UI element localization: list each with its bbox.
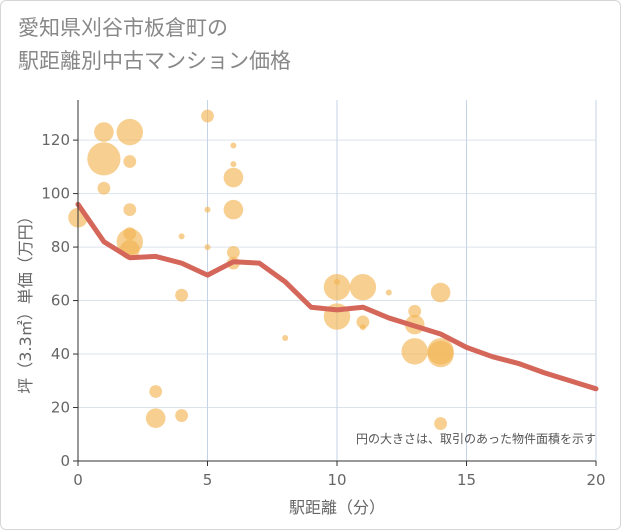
bubble-point	[116, 118, 143, 146]
grid-lines	[78, 100, 597, 461]
bubble-point	[145, 408, 166, 429]
chart-title-line1: 愛知県刈谷市板倉町の	[18, 16, 228, 40]
y-tick-label: 0	[60, 452, 70, 470]
x-tick-label: 10	[327, 471, 346, 489]
bubble-point	[349, 273, 377, 301]
y-tick-label: 120	[41, 131, 70, 149]
bubble-series	[68, 109, 454, 430]
bubble-point	[123, 155, 137, 168]
bubble-point	[230, 161, 237, 168]
bubble-point	[430, 282, 451, 303]
y-tick-label: 40	[51, 345, 70, 363]
chart-title-line2: 駅距離別中古マンション価格	[18, 49, 291, 73]
bubble-point	[223, 167, 244, 188]
bubble-point	[204, 244, 211, 251]
bubble-point	[401, 338, 428, 365]
trend-line-series	[75, 201, 599, 392]
bubble-point	[359, 324, 366, 331]
axes: 0 20 40 60 80 100 120 0 5 10 15 20	[41, 100, 606, 489]
x-tick-label: 5	[203, 471, 213, 489]
bubble-point	[385, 289, 392, 296]
x-axis-label: 駅距離（分）	[289, 498, 385, 517]
y-tick-label: 100	[41, 185, 70, 203]
bubble-point	[87, 142, 121, 176]
y-tick-label: 60	[51, 292, 70, 310]
bubble-point	[175, 409, 189, 422]
bubble-point	[149, 385, 163, 398]
bubble-size-note: 円の大きさは、取引のあった物件面積を示す	[356, 431, 596, 446]
y-tick-label: 80	[51, 238, 70, 256]
bubble-point	[434, 417, 447, 430]
bubble-point	[204, 206, 211, 213]
bubble-point	[201, 109, 214, 123]
bubble-point	[178, 233, 185, 240]
bubble-point	[230, 142, 237, 149]
bubble-point	[408, 304, 422, 318]
chart-title: 愛知県刈谷市板倉町の 駅距離別中古マンション価格	[18, 12, 291, 78]
y-tick-label: 20	[51, 399, 70, 417]
x-tick-label: 0	[73, 471, 83, 489]
x-tick-label: 15	[457, 471, 476, 489]
x-tick-label: 20	[586, 471, 605, 489]
bubble-point	[227, 246, 240, 259]
bubble-point	[323, 273, 351, 301]
bubble-point	[175, 288, 189, 302]
y-axis-label: 坪（3.3㎡）単価（万円）	[16, 208, 35, 393]
bubble-point	[97, 181, 111, 195]
bubble-point	[223, 199, 244, 220]
bubble-point	[94, 122, 114, 142]
bubble-point	[356, 315, 370, 329]
bubble-point	[427, 340, 454, 368]
bubble-point	[123, 203, 137, 217]
trend-line	[75, 201, 599, 392]
bubble-point	[282, 334, 289, 341]
